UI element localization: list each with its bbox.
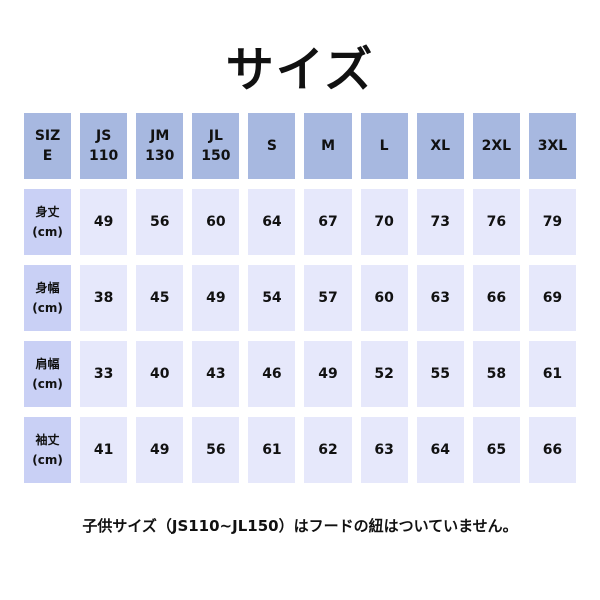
table-cell: 64 <box>416 417 464 483</box>
header-cell: SIZ E <box>24 113 72 179</box>
page-title: サイズ <box>225 42 375 98</box>
table-cell: 63 <box>360 417 408 483</box>
table-cell: 57 <box>304 265 352 331</box>
header-cell: 2XL <box>472 113 520 179</box>
header-cell: JM 130 <box>136 113 184 179</box>
table-cell: 56 <box>136 189 184 255</box>
table-cell: 56 <box>192 417 240 483</box>
table-cell: 66 <box>528 417 576 483</box>
table-cell: 66 <box>472 265 520 331</box>
header-cell: 3XL <box>528 113 576 179</box>
table-cell: 76 <box>472 189 520 255</box>
table-cell: 60 <box>192 189 240 255</box>
row-label: 袖丈 (cm) <box>24 417 72 483</box>
table-cell: 38 <box>80 265 128 331</box>
table-cell: 60 <box>360 265 408 331</box>
table-cell: 58 <box>472 341 520 407</box>
table-cell: 49 <box>80 189 128 255</box>
table-cell: 46 <box>248 341 296 407</box>
row-label: 身丈 (cm) <box>24 189 72 255</box>
header-cell: L <box>360 113 408 179</box>
header-cell: JS 110 <box>80 113 128 179</box>
table-cell: 41 <box>80 417 128 483</box>
size-table: SIZ E JS 110 JM 130 JL 150 S M L XL 2XL 3XL 身丈 (cm… <box>24 113 576 483</box>
table-cell: 73 <box>416 189 464 255</box>
table-cell: 49 <box>304 341 352 407</box>
table-cell: 45 <box>136 265 184 331</box>
table-cell: 61 <box>248 417 296 483</box>
header-cell: S <box>248 113 296 179</box>
table-cell: 49 <box>136 417 184 483</box>
note-text: 子供サイズ（JS110~JL150）はフードの紐はついていません。 <box>82 517 518 535</box>
table-cell: 62 <box>304 417 352 483</box>
table-cell: 79 <box>528 189 576 255</box>
table-cell: 55 <box>416 341 464 407</box>
table-cell: 64 <box>248 189 296 255</box>
table-cell: 61 <box>528 341 576 407</box>
header-cell: JL 150 <box>192 113 240 179</box>
table-cell: 70 <box>360 189 408 255</box>
row-label: 身幅 (cm) <box>24 265 72 331</box>
table-cell: 65 <box>472 417 520 483</box>
header-cell: M <box>304 113 352 179</box>
table-cell: 33 <box>80 341 128 407</box>
table-cell: 43 <box>192 341 240 407</box>
header-cell: XL <box>416 113 464 179</box>
row-label: 肩幅 (cm) <box>24 341 72 407</box>
table-cell: 40 <box>136 341 184 407</box>
table-cell: 52 <box>360 341 408 407</box>
table-cell: 69 <box>528 265 576 331</box>
table-cell: 67 <box>304 189 352 255</box>
table-cell: 49 <box>192 265 240 331</box>
table-cell: 54 <box>248 265 296 331</box>
table-cell: 63 <box>416 265 464 331</box>
